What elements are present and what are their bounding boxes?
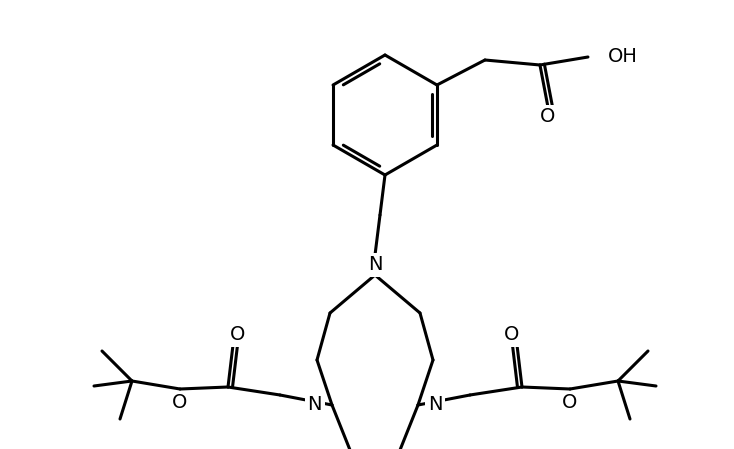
- Text: OH: OH: [608, 48, 638, 66]
- Text: O: O: [540, 107, 556, 127]
- Text: O: O: [504, 326, 520, 344]
- Text: N: N: [368, 255, 382, 274]
- Text: O: O: [172, 393, 188, 413]
- Text: O: O: [562, 393, 578, 413]
- Text: N: N: [308, 396, 322, 414]
- Text: O: O: [230, 326, 246, 344]
- Text: N: N: [428, 396, 443, 414]
